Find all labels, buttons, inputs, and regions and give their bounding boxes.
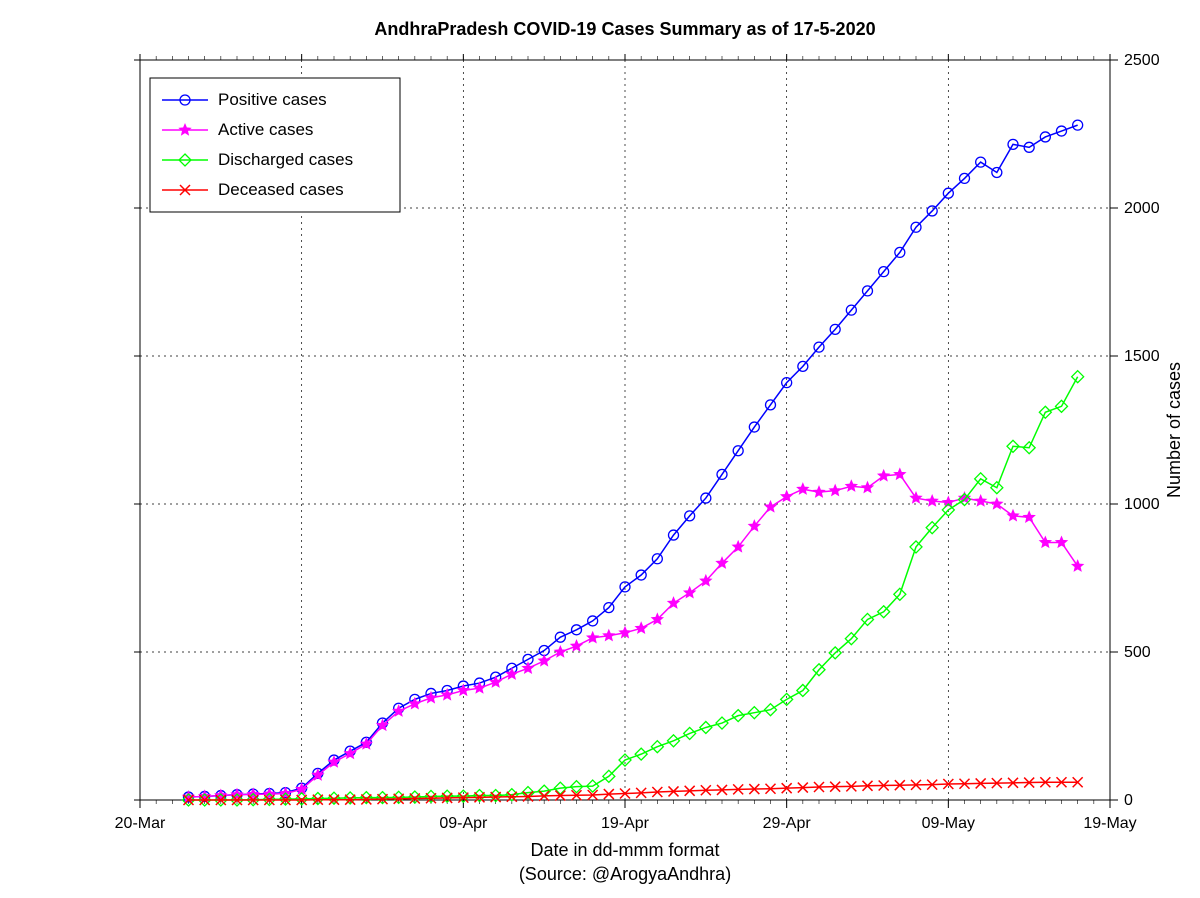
chart-container: AndhraPradesh COVID-19 Cases Summary as … (0, 0, 1200, 898)
y-tick-label: 1500 (1124, 348, 1160, 365)
x-tick-label: 19-May (1083, 815, 1136, 832)
y-tick-label: 500 (1124, 644, 1151, 661)
y-tick-label: 1000 (1124, 496, 1160, 513)
chart-svg: AndhraPradesh COVID-19 Cases Summary as … (0, 0, 1200, 898)
x-tick-label: 19-Apr (601, 815, 650, 832)
y-axis-label: Number of cases (1164, 362, 1184, 498)
chart-title: AndhraPradesh COVID-19 Cases Summary as … (374, 19, 875, 39)
x-tick-label: 09-Apr (439, 815, 488, 832)
x-tick-label: 29-Apr (763, 815, 812, 832)
y-tick-label: 2500 (1124, 52, 1160, 69)
source-label: (Source: @ArogyaAndhra) (519, 864, 731, 884)
y-tick-label: 0 (1124, 792, 1133, 809)
legend-label: Discharged cases (218, 150, 353, 169)
legend-label: Deceased cases (218, 180, 344, 199)
x-tick-label: 09-May (922, 815, 975, 832)
y-tick-label: 2000 (1124, 200, 1160, 217)
legend-label: Positive cases (218, 90, 327, 109)
x-axis-label: Date in dd-mmm format (530, 840, 719, 860)
legend: Positive cases Active cases Discharged cas… (150, 78, 400, 212)
x-tick-label: 20-Mar (115, 815, 166, 832)
legend-label: Active cases (218, 120, 313, 139)
x-tick-label: 30-Mar (276, 815, 327, 832)
